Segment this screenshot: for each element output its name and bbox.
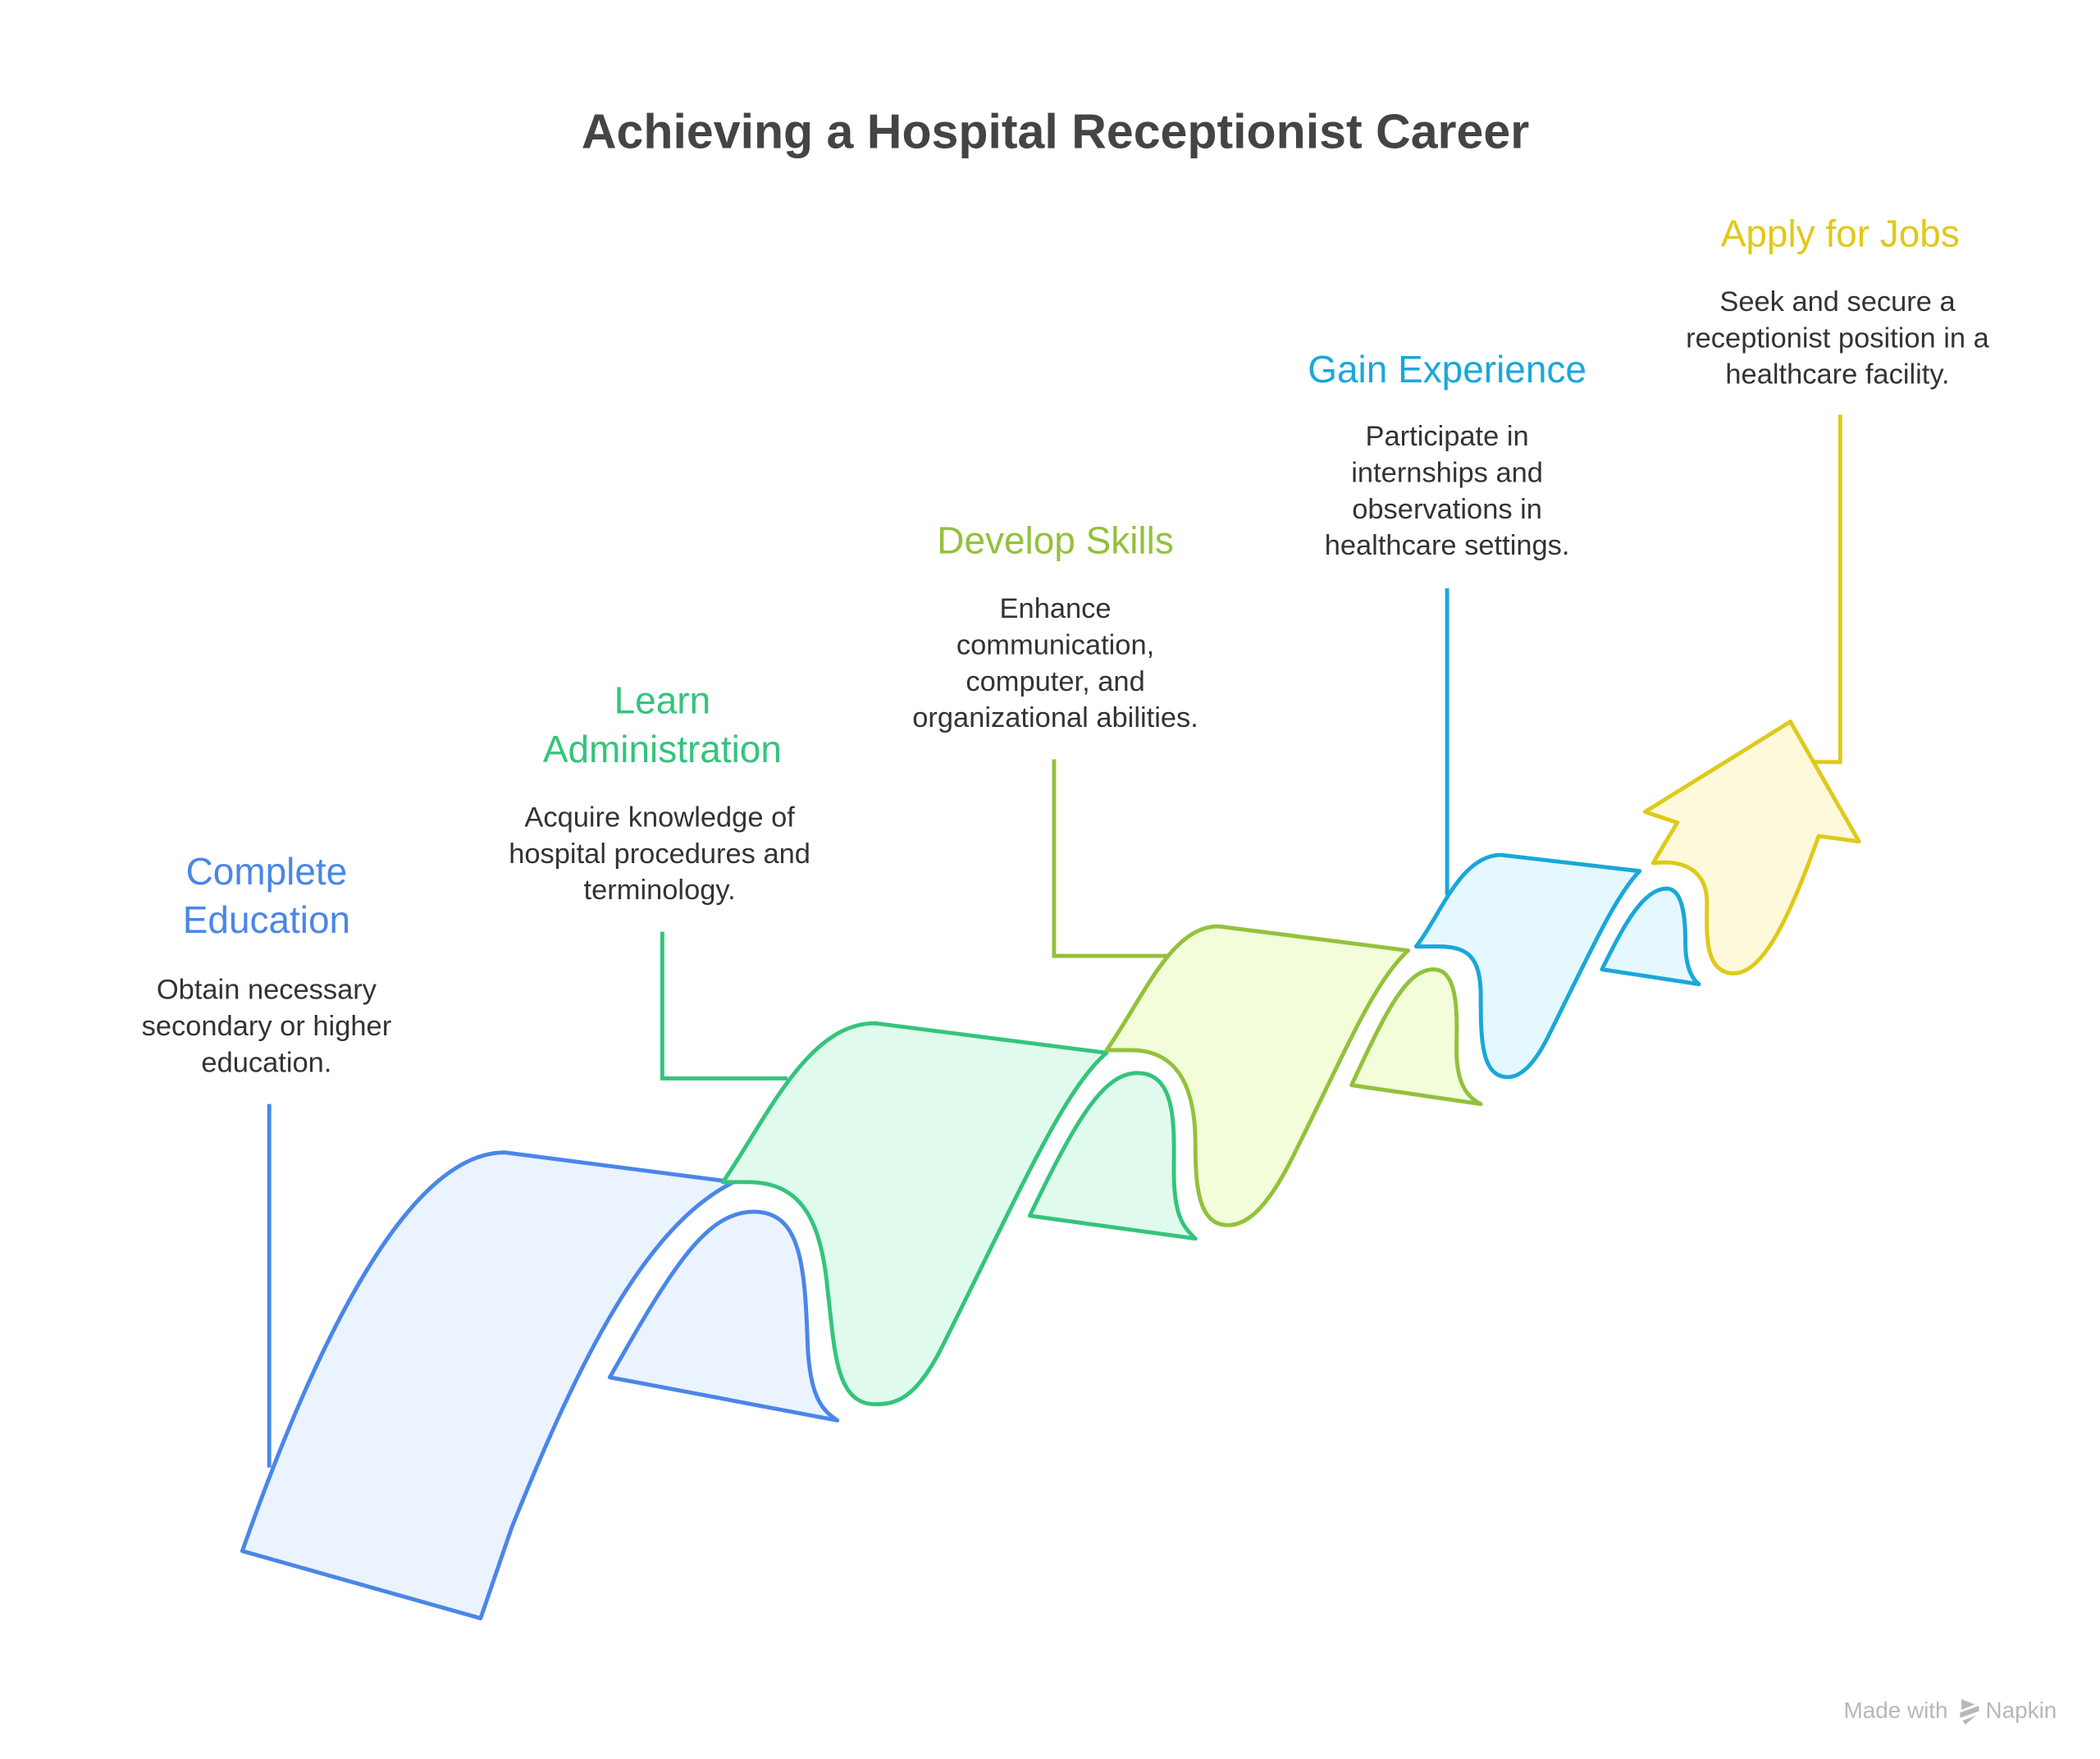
ribbon-back-fold <box>1600 886 1701 987</box>
ribbon-back-fold <box>1349 967 1483 1107</box>
step-description: Obtain necessary secondary or higher educa… <box>142 975 392 1079</box>
step-description: Seek and secure a receptionist position i… <box>1686 286 1989 391</box>
diagram-title: Achieving a Hospital Receptionist Career <box>582 105 1529 159</box>
step-learn-administration: Learn Administration Acquire knowledge of… <box>509 679 1198 1407</box>
step-heading: Learn Administration <box>543 679 782 770</box>
connector-line <box>660 931 788 1081</box>
step-heading: Apply for Jobs <box>1721 212 1960 254</box>
ribbon-front <box>1104 924 1410 1227</box>
napkin-logo-icon <box>1960 1698 1979 1725</box>
ribbon-front <box>240 1150 736 1620</box>
step-apply-for-jobs: Apply for Jobs Seek and secure a receptio… <box>1642 212 1990 975</box>
step-heading: Complete Education <box>183 850 350 941</box>
connector-line <box>1815 414 1842 765</box>
step-gain-experience: Gain Experience Participate in internship… <box>1308 348 1701 1080</box>
step-description: Enhance communication, computer, and organi… <box>912 593 1198 733</box>
step-complete-education: Complete Education Obtain necessary second… <box>142 850 840 1620</box>
ribbon-front <box>720 1021 1109 1407</box>
step-description: Acquire knowledge of hospital procedures … <box>509 802 810 907</box>
step-heading: Develop Skills <box>937 519 1174 561</box>
watermark-brand: Napkin <box>1986 1697 2057 1723</box>
watermark-prefix: Made with <box>1844 1697 1948 1723</box>
ribbon-back-fold <box>1027 1071 1198 1241</box>
step-heading: Gain Experience <box>1308 348 1586 391</box>
step-description: Participate in internships and observation… <box>1325 421 1570 561</box>
connector-line <box>1052 759 1171 958</box>
ribbon-front <box>1413 852 1642 1080</box>
arrow-up-icon <box>1642 720 1861 975</box>
step-develop-skills: Develop Skills Enhance communication, comp… <box>912 519 1483 1227</box>
ribbon-back-fold <box>607 1209 840 1423</box>
watermark: Made with Napkin <box>1844 1697 2057 1725</box>
